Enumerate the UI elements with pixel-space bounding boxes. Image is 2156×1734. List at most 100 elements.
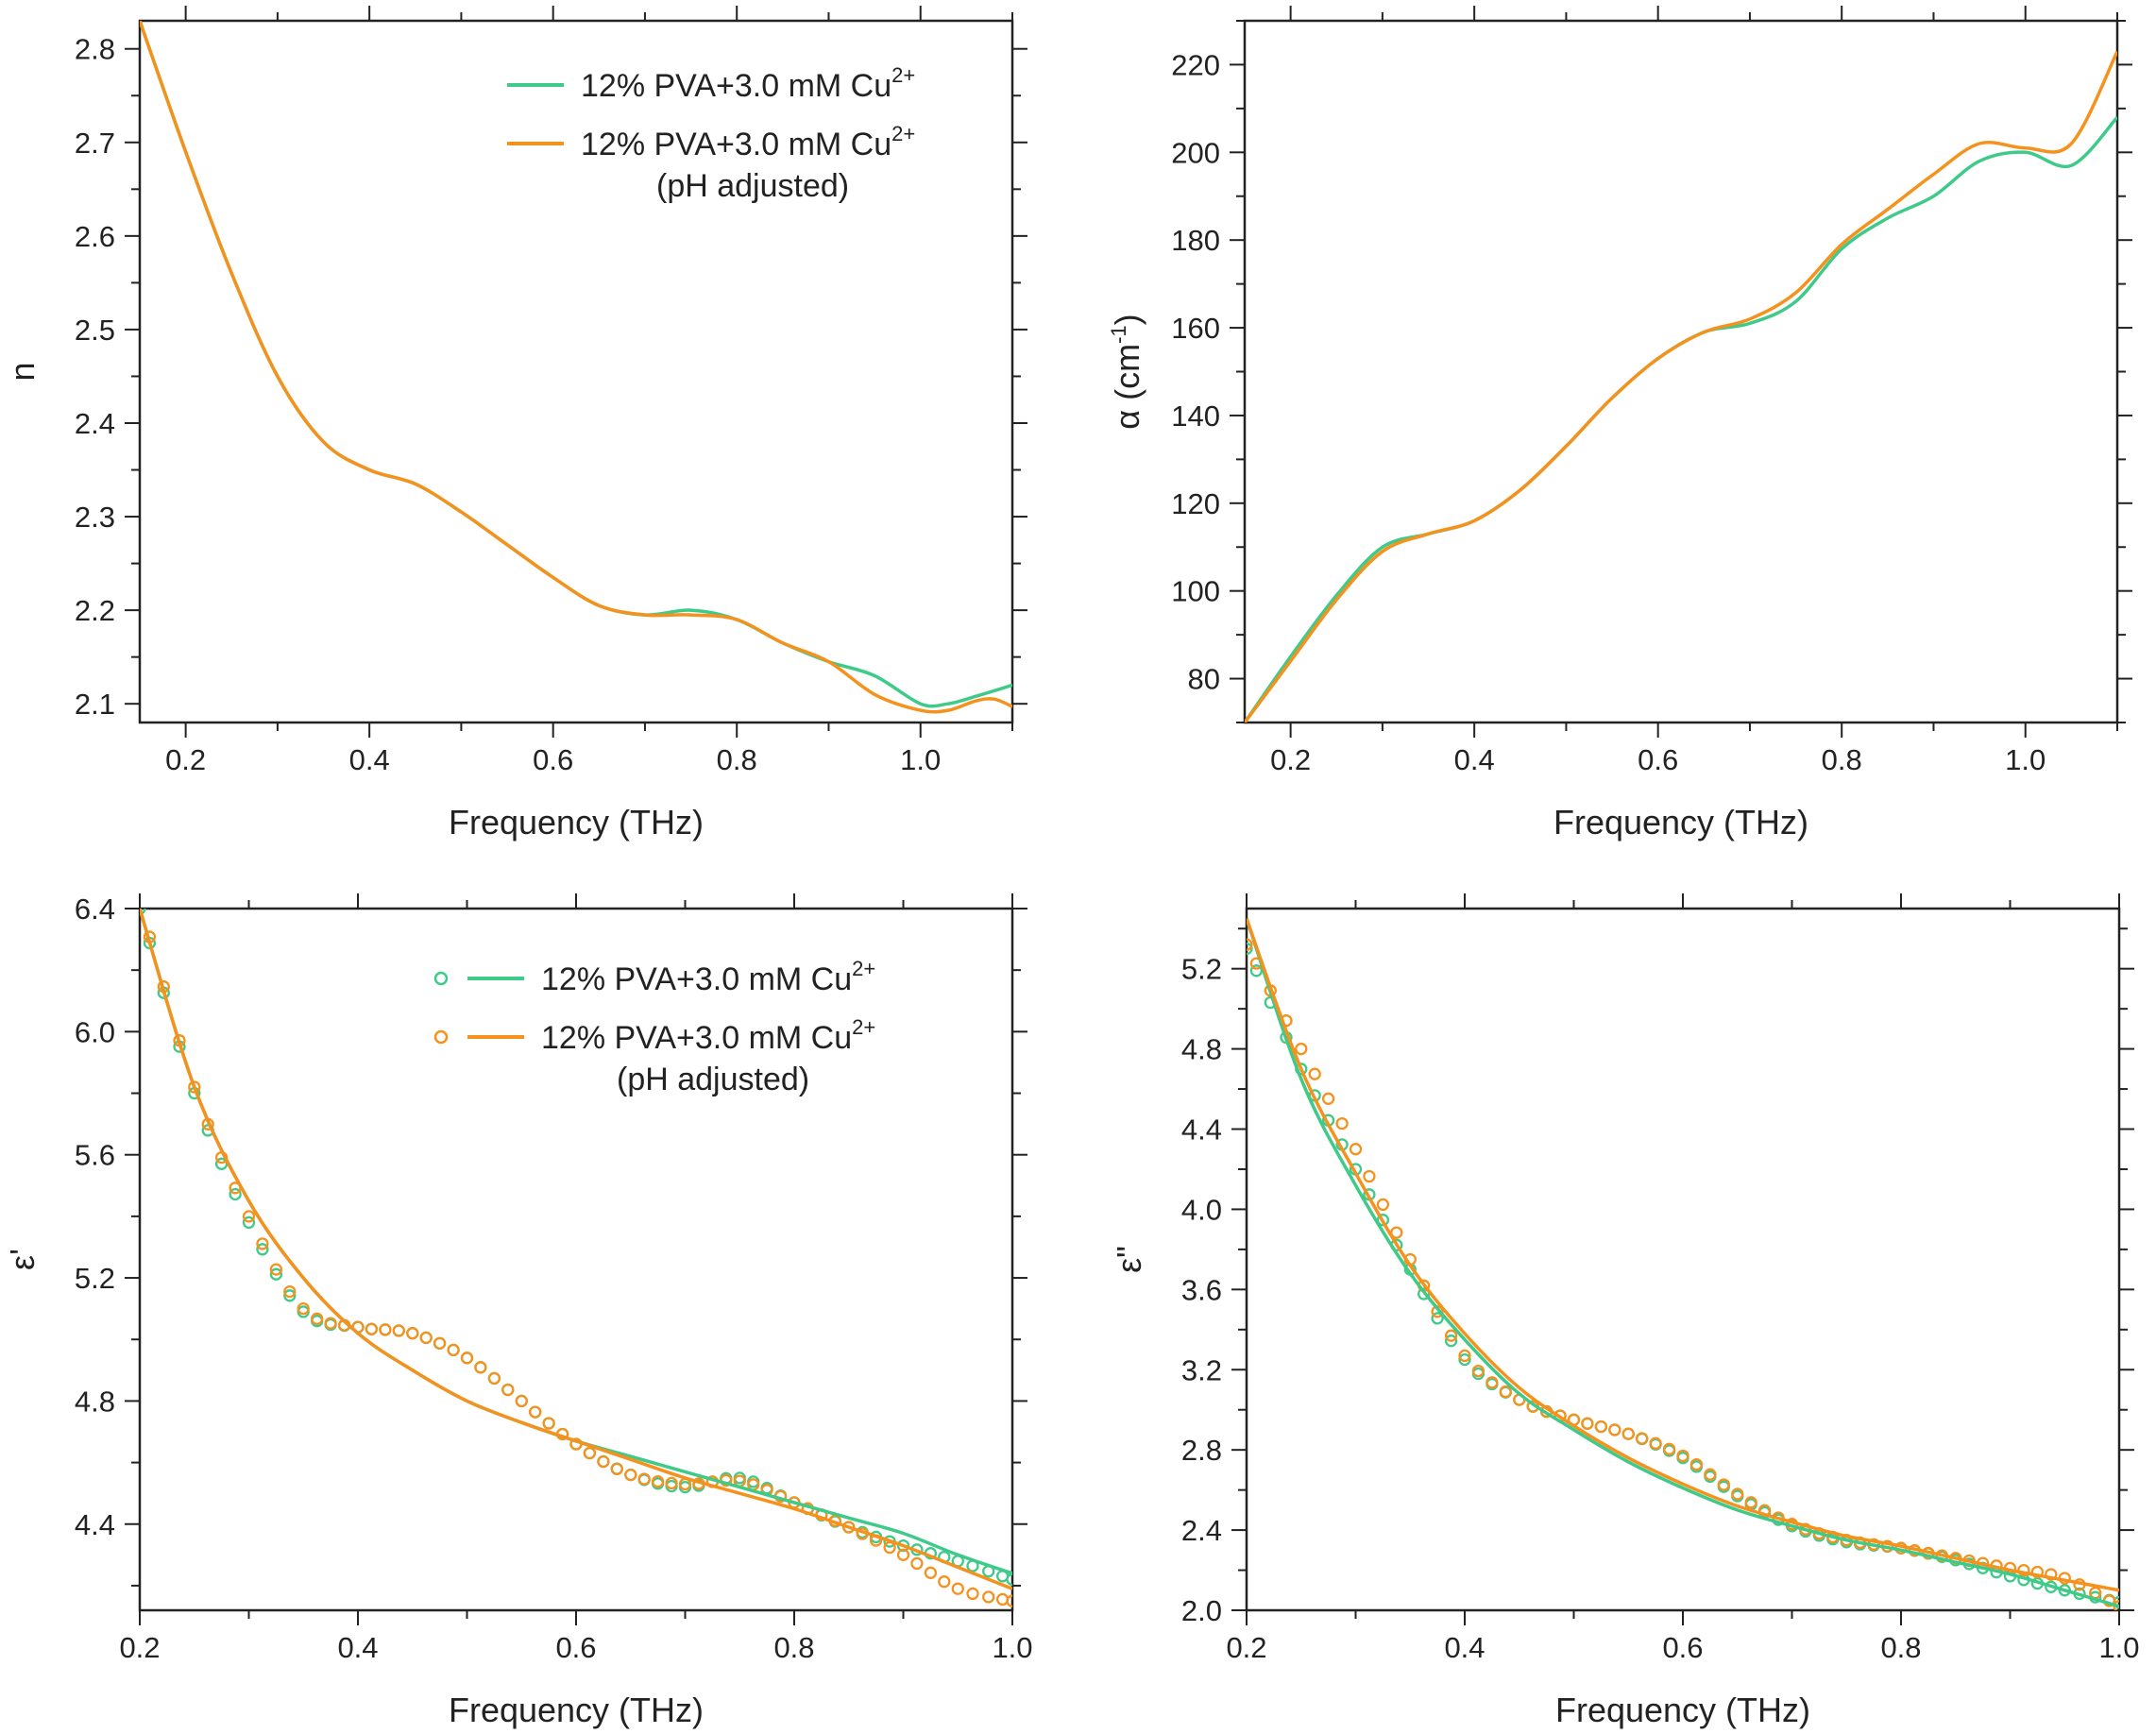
data-point [1376, 1214, 1390, 1227]
chart-eps_imag: 0.2 0.4 0.6 0.8 1.0 2.0 2.4 2.8 3.2 3.6 4.0 4.4 4.8 5… [1110, 893, 2140, 1729]
data-point [924, 1566, 938, 1579]
x-axis-title: Frequency (THz) [449, 1691, 704, 1729]
y-tick-label: 80 [1188, 663, 1220, 696]
y-tick-label: 2.6 [75, 220, 115, 253]
legend-label: 12% PVA+3.0 mM Cu2+ [581, 122, 915, 162]
data-point [1662, 1442, 1676, 1455]
data-point [1295, 1042, 1308, 1056]
legend-marker [433, 971, 449, 986]
data-point [610, 1462, 623, 1476]
data-point [1418, 1287, 1431, 1300]
x-tick-label: 0.2 [119, 1631, 160, 1664]
y-tick-label: 2.4 [1181, 1514, 1222, 1547]
data-point [1458, 1349, 1471, 1363]
data-point [982, 1590, 995, 1604]
x-tick-label: 0.2 [1226, 1631, 1266, 1664]
data-point [269, 1263, 283, 1276]
series-group [1245, 50, 2117, 722]
data-point [256, 1237, 269, 1250]
data-point [651, 1475, 665, 1488]
data-point [269, 1267, 283, 1281]
series-line [140, 21, 1012, 714]
y-tick-label: 2.8 [1181, 1434, 1222, 1467]
chart-alpha: 0.2 0.4 0.6 0.8 1.0 80 100 120 140 160 180 200 220 Fr… [1107, 6, 2132, 842]
data-point [283, 1284, 297, 1299]
y-tick-label: 2.2 [75, 594, 115, 627]
data-point [1321, 1092, 1335, 1105]
legend-note: (pH adjusted) [617, 1062, 809, 1097]
x-tick-label: 0.8 [773, 1631, 814, 1664]
y-tick-label: 120 [1171, 487, 1220, 520]
data-point [1335, 1116, 1349, 1130]
x-tick-label: 0.8 [717, 743, 757, 776]
data-point [1717, 1478, 1730, 1491]
x-tick-label: 0.6 [555, 1631, 596, 1664]
y-axis-title: α (cm-1) [1107, 314, 1146, 429]
data-point [1247, 942, 1253, 956]
x-tick-label: 1.0 [992, 1631, 1032, 1664]
y-tick-label: 2.8 [75, 33, 115, 66]
data-point [938, 1575, 951, 1589]
y-tick-label: 200 [1171, 136, 1220, 169]
y-axis-title: ε" [1110, 1246, 1148, 1273]
data-point [896, 1548, 910, 1561]
data-point [229, 1187, 242, 1201]
data-point [2030, 1565, 2045, 1579]
data-point [406, 1327, 419, 1340]
y-axis-title: ε' [3, 1249, 42, 1270]
x-tick-label: 0.2 [165, 743, 206, 776]
x-tick-label: 1.0 [900, 743, 941, 776]
data-point [256, 1243, 269, 1256]
series-line [1245, 50, 2117, 722]
data-point [529, 1405, 542, 1419]
legend-note: (pH adjusted) [656, 168, 849, 204]
data-point [447, 1343, 460, 1357]
data-point [311, 1312, 324, 1325]
data-point [1006, 1572, 1012, 1587]
x-tick-label: 1.0 [2098, 1631, 2139, 1664]
data-point [665, 1476, 678, 1490]
y-tick-label: 2.1 [75, 688, 115, 721]
y-tick-label: 5.6 [75, 1139, 115, 1172]
data-point [297, 1301, 310, 1316]
data-point [1499, 1385, 1512, 1399]
data-point [1471, 1364, 1485, 1378]
data-point [583, 1446, 597, 1460]
data-point [1636, 1432, 1649, 1445]
y-tick-label: 4.0 [1181, 1193, 1222, 1226]
data-point [365, 1322, 379, 1335]
x-tick-label: 0.6 [533, 743, 573, 776]
data-point [1006, 1594, 1012, 1607]
y-tick-label: 4.8 [75, 1385, 115, 1418]
x-axis-title: Frequency (THz) [1553, 803, 1808, 842]
data-point [487, 1371, 501, 1386]
data-point [1704, 1468, 1717, 1481]
y-tick-label: 3.2 [1181, 1353, 1222, 1386]
series-line [1247, 918, 2119, 1608]
y-tick-label: 220 [1171, 48, 1220, 81]
data-point [1349, 1143, 1363, 1156]
data-point [966, 1587, 979, 1601]
series-line [140, 909, 1012, 1575]
series-group [140, 21, 1012, 714]
x-tick-label: 0.4 [1444, 1631, 1485, 1664]
plot-frame [138, 907, 1014, 1612]
series-group [140, 909, 1012, 1607]
data-point [1444, 1334, 1458, 1348]
chart-n: 0.2 0.4 0.6 0.8 1.0 2.1 2.2 2.3 2.4 2.5 2.6 2.7 2.8 F… [3, 6, 1027, 842]
data-point [474, 1361, 487, 1374]
data-point [460, 1352, 474, 1365]
data-point [242, 1216, 256, 1230]
series-group [1247, 918, 2119, 1610]
data-point [1444, 1329, 1458, 1342]
data-point [1676, 1449, 1689, 1463]
data-point [1649, 1436, 1662, 1450]
data-point [1689, 1457, 1704, 1471]
legend-label: 12% PVA+3.0 mM Cu2+ [541, 957, 875, 997]
data-point [597, 1454, 610, 1469]
marker-series [1247, 938, 2119, 1610]
data-point [379, 1323, 392, 1336]
y-tick-label: 160 [1171, 312, 1220, 345]
x-tick-label: 1.0 [2005, 743, 2046, 776]
series-line [140, 909, 1012, 1590]
